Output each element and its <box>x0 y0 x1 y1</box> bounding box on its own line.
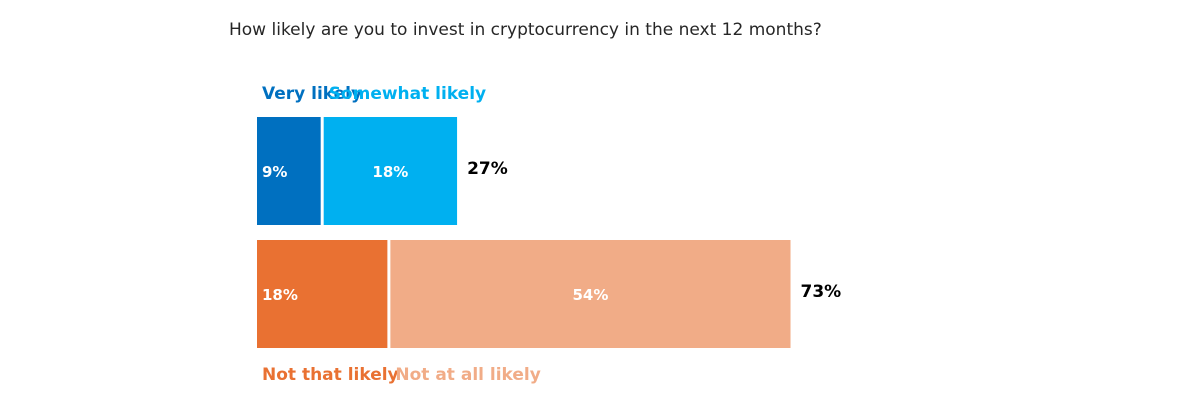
legend-label-not-at-all-likely: Not at all likely <box>395 365 540 385</box>
chart-title: How likely are you to invest in cryptocu… <box>229 20 822 40</box>
bar-segment-somewhat-likely <box>323 117 458 225</box>
bar-segment-not-at-all-likely <box>390 240 791 348</box>
data-label-very-likely: 9% <box>262 163 287 181</box>
bar-segment-very-likely <box>257 117 321 225</box>
data-label-not-at-all-likely: 54% <box>572 286 608 304</box>
data-label-somewhat-likely: 18% <box>372 163 408 181</box>
legend-label-somewhat-likely: Somewhat likely <box>329 84 486 104</box>
legend-label-not-that-likely: Not that likely <box>262 365 399 385</box>
total-label-bar-1: 27% <box>467 159 508 179</box>
bar-segment-not-that-likely <box>257 240 388 348</box>
total-label-bar-2: 73% <box>801 282 842 302</box>
legend-label-very-likely: Very likely <box>262 84 362 104</box>
data-label-not-that-likely: 18% <box>262 286 298 304</box>
